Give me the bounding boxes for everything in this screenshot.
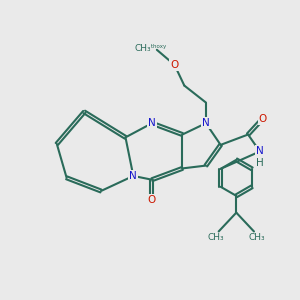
Text: O: O [148, 195, 156, 206]
Text: H: H [256, 158, 264, 168]
Text: N: N [202, 118, 210, 128]
Text: N: N [130, 171, 137, 181]
Text: N: N [148, 118, 156, 128]
Text: O: O [259, 113, 267, 124]
Text: CH₃: CH₃ [249, 233, 265, 242]
Text: CH₃: CH₃ [207, 233, 224, 242]
Text: N: N [256, 146, 264, 157]
Text: CH₃: CH₃ [134, 44, 151, 53]
Text: methoxy: methoxy [142, 44, 166, 55]
Text: O: O [170, 60, 178, 70]
